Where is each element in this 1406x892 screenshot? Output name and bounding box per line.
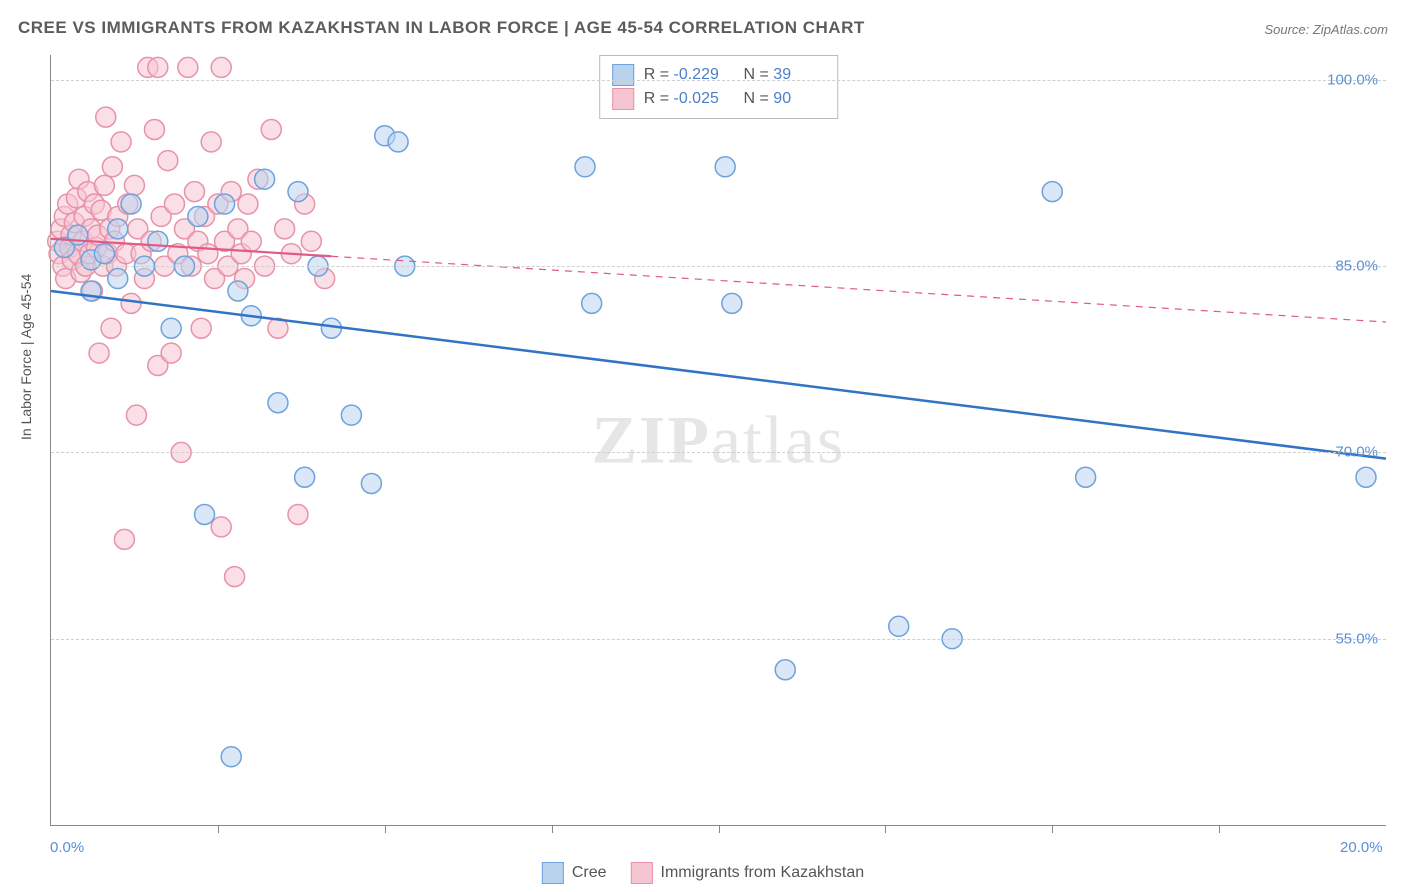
swatch-series-0 [612,64,634,86]
legend-row: R = -0.025 N = 90 [612,88,826,110]
gridline [51,639,1386,640]
data-point [775,660,795,680]
data-point [164,194,184,214]
data-point [268,393,288,413]
data-point [288,182,308,202]
source-attribution: Source: ZipAtlas.com [1264,22,1388,37]
n-value-1: 90 [773,90,825,108]
data-point [144,120,164,140]
n-value-0: 39 [773,66,825,84]
y-tick-label: 55.0% [1335,630,1378,647]
data-point [158,151,178,171]
gridline [51,452,1386,453]
y-axis-title: In Labor Force | Age 45-54 [18,274,34,440]
data-point [68,225,88,245]
data-point [148,231,168,251]
x-tick [385,825,386,833]
data-point [221,747,241,767]
data-point [575,157,595,177]
data-point [108,269,128,289]
data-point [288,505,308,525]
legend-item: Cree [542,862,607,884]
data-point [211,517,231,537]
data-point [121,293,141,313]
data-point [228,281,248,301]
r-value-1: -0.025 [674,90,726,108]
data-point [261,120,281,140]
data-point [94,244,114,264]
legend-label: Cree [572,864,607,882]
y-tick-label: 70.0% [1335,444,1378,461]
data-point [1042,182,1062,202]
data-point [195,505,215,525]
data-point [215,194,235,214]
data-point [225,567,245,587]
data-point [715,157,735,177]
data-point [101,318,121,338]
x-axis-max-label: 20.0% [1340,839,1383,856]
data-point [582,293,602,313]
swatch-cree [542,862,564,884]
trend-line [51,291,1386,459]
data-point [211,57,231,77]
x-tick [218,825,219,833]
series-legend: Cree Immigrants from Kazakhstan [542,862,864,884]
swatch-series-1 [612,88,634,110]
data-point [111,132,131,152]
data-point [889,616,909,636]
x-tick [1052,825,1053,833]
x-tick [719,825,720,833]
data-point [191,318,211,338]
data-point [388,132,408,152]
legend-item: Immigrants from Kazakhstan [631,862,865,884]
data-point [178,57,198,77]
data-point [275,219,295,239]
data-point [121,194,141,214]
data-point [108,219,128,239]
data-point [301,231,321,251]
data-point [295,467,315,487]
data-point [148,57,168,77]
r-value-0: -0.229 [674,66,726,84]
gridline [51,266,1386,267]
gridline [51,80,1386,81]
data-point [361,473,381,493]
x-tick [552,825,553,833]
data-point [201,132,221,152]
data-point [114,529,134,549]
data-point [198,244,218,264]
data-point [89,343,109,363]
data-point [341,405,361,425]
data-point [1076,467,1096,487]
swatch-kazakhstan [631,862,653,884]
x-tick [885,825,886,833]
y-tick-label: 100.0% [1327,71,1378,88]
legend-row: R = -0.229 N = 39 [612,64,826,86]
data-point [1356,467,1376,487]
data-point [185,182,205,202]
data-point [722,293,742,313]
data-point [94,175,114,195]
plot-area: ZIPatlas R = -0.229 N = 39 R = -0.025 N … [50,55,1386,826]
legend-label: Immigrants from Kazakhstan [661,864,865,882]
y-tick-label: 85.0% [1335,258,1378,275]
correlation-legend: R = -0.229 N = 39 R = -0.025 N = 90 [599,55,839,119]
chart-canvas [51,55,1386,825]
data-point [124,175,144,195]
data-point [241,231,261,251]
data-point [161,318,181,338]
x-tick [1219,825,1220,833]
data-point [102,157,122,177]
data-point [188,206,208,226]
chart-title: CREE VS IMMIGRANTS FROM KAZAKHSTAN IN LA… [18,18,865,38]
x-axis-min-label: 0.0% [50,839,84,856]
data-point [126,405,146,425]
data-point [161,343,181,363]
data-point [96,107,116,127]
data-point [255,169,275,189]
data-point [238,194,258,214]
